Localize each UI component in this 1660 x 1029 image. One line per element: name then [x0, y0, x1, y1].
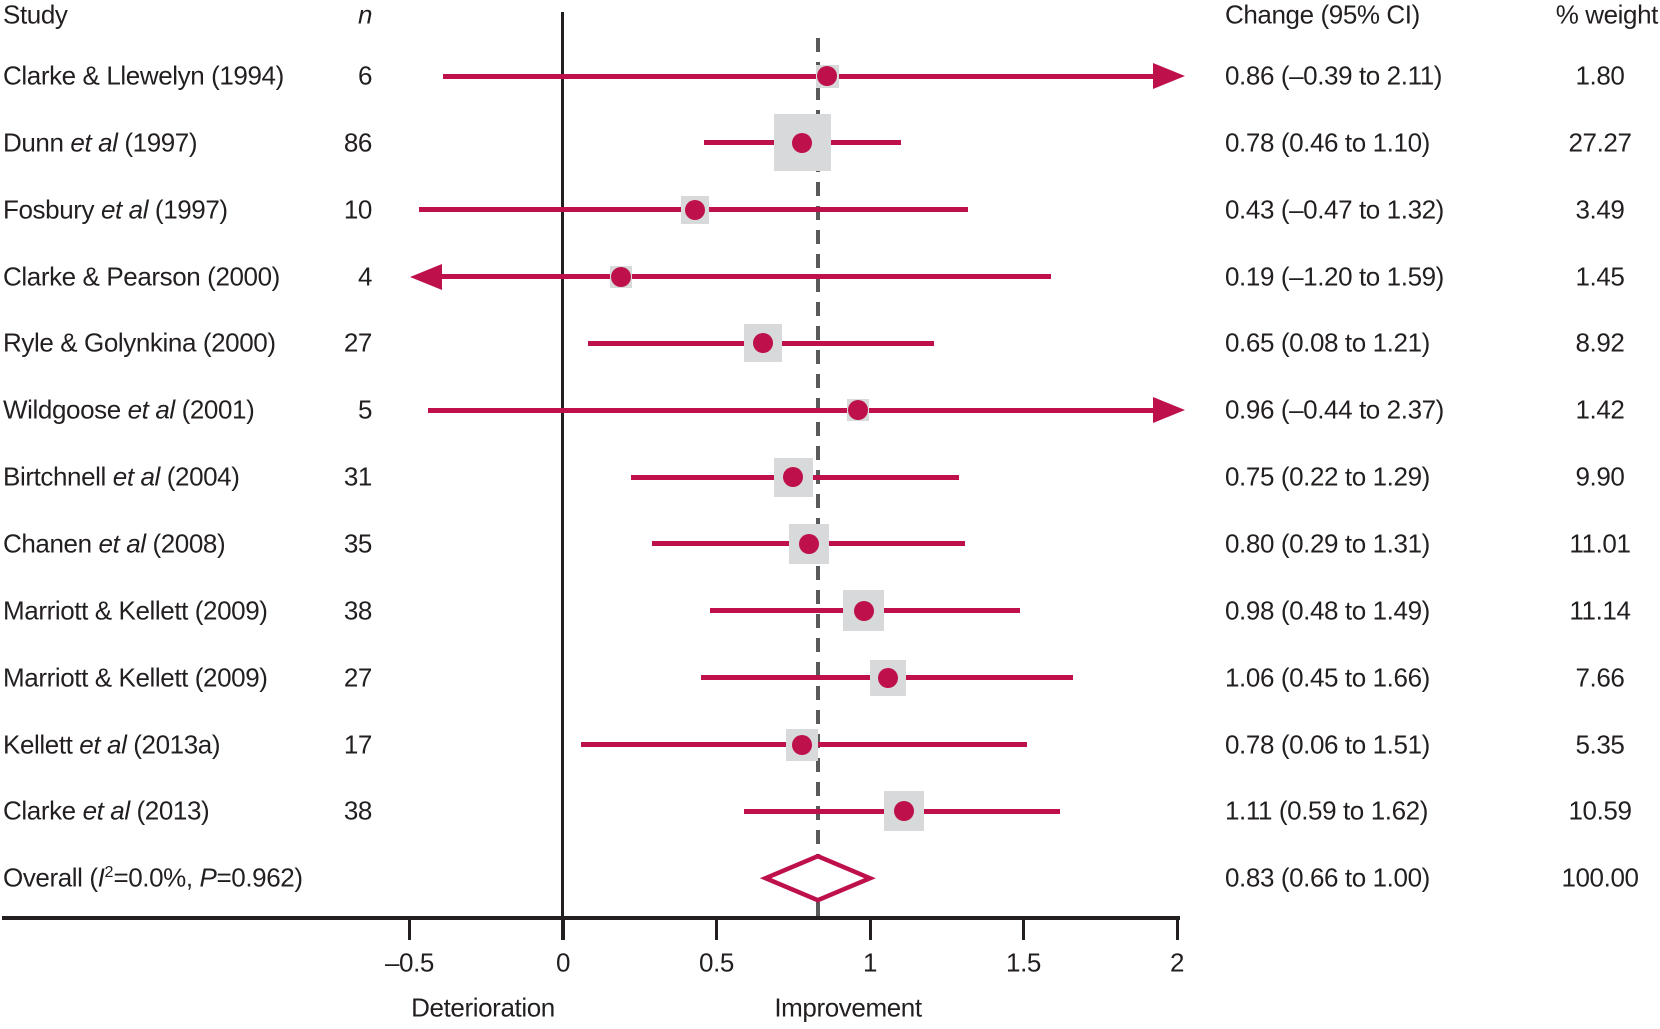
weight-value: 8.92 [1575, 327, 1625, 358]
weight-value: 11.14 [1569, 595, 1631, 626]
study-label: Dunn et al (1997) [3, 127, 198, 158]
study-label: Marriott & Kellett (2009) [3, 595, 268, 626]
x-axis-tick-label: 0.5 [699, 947, 734, 978]
study-n: 35 [343, 528, 373, 559]
weight-value: 7.66 [1575, 662, 1625, 693]
ci-text: 0.96 (–0.44 to 2.37) [1225, 394, 1444, 425]
ci-text: 0.19 (–1.20 to 1.59) [1225, 261, 1444, 292]
column-header-change: Change (95% CI) [1225, 0, 1420, 30]
point-estimate-dot [798, 533, 819, 554]
ci-text: 0.98 (0.48 to 1.49) [1225, 595, 1430, 626]
weight-value: 1.42 [1575, 394, 1625, 425]
ci-text: 0.43 (–0.47 to 1.32) [1225, 194, 1444, 225]
study-label: Clarke & Llewelyn (1994) [3, 60, 284, 91]
point-estimate-dot [853, 600, 874, 621]
ci-line [427, 407, 1154, 413]
ci-line [443, 73, 1154, 79]
weight-value: 27.27 [1568, 127, 1632, 158]
study-n: 27 [343, 327, 373, 358]
x-axis-tick-label: –0.5 [384, 947, 435, 978]
study-label: Chanen et al (2008) [3, 528, 226, 559]
x-axis-line [2, 916, 1180, 920]
study-label: Kellett et al (2013a) [3, 729, 221, 759]
study-label: Fosbury et al (1997) [3, 194, 228, 225]
overall-ci-text: 0.83 (0.66 to 1.00) [1225, 862, 1430, 893]
ci-text: 0.78 (0.46 to 1.10) [1225, 127, 1430, 158]
point-estimate-dot [878, 667, 899, 688]
study-label: Wildgoose et al (2001) [3, 394, 255, 425]
ci-clipped-right-arrow [1153, 63, 1186, 89]
overall-label: Overall (I2=0.0%, P=0.962) [3, 862, 303, 893]
x-axis-tick [408, 918, 411, 940]
x-axis-tick-label: 0 [555, 947, 571, 978]
point-estimate-dot [792, 132, 813, 153]
axis-caption-improvement: Improvement [774, 992, 922, 1023]
study-label: Marriott & Kellett (2009) [3, 662, 268, 693]
x-axis-tick [1175, 918, 1179, 940]
x-axis-tick-label: 1.5 [1006, 947, 1041, 978]
overall-weight-value: 100.00 [1561, 862, 1639, 893]
study-label: Ryle & Golynkina (2000) [3, 327, 276, 358]
ci-text: 0.75 (0.22 to 1.29) [1225, 461, 1430, 492]
weight-value: 11.01 [1569, 528, 1631, 559]
ci-text: 0.86 (–0.39 to 2.11) [1225, 60, 1443, 91]
point-estimate-dot [783, 467, 804, 488]
point-estimate-dot [792, 734, 813, 755]
study-n: 38 [343, 595, 373, 626]
ci-text: 1.06 (0.45 to 1.66) [1225, 662, 1430, 693]
point-estimate-dot [847, 400, 868, 421]
ci-text: 0.65 (0.08 to 1.21) [1225, 327, 1430, 358]
study-label: Birtchnell et al (2004) [3, 461, 240, 492]
study-n: 27 [343, 662, 373, 693]
ci-text: 0.78 (0.06 to 1.51) [1225, 729, 1430, 759]
study-n: 86 [343, 127, 373, 158]
x-axis-tick-label: 1 [862, 947, 878, 978]
x-axis-tick-label: 2 [1169, 947, 1185, 978]
ci-clipped-right-arrow [1153, 397, 1186, 424]
ci-text: 1.11 (0.59 to 1.62) [1225, 795, 1428, 826]
point-estimate-dot [685, 199, 705, 220]
x-axis-tick [868, 918, 872, 940]
point-estimate-dot [752, 333, 773, 354]
study-n: 5 [357, 394, 372, 425]
ci-text: 0.80 (0.29 to 1.31) [1225, 528, 1430, 559]
column-header-study: Study [3, 0, 68, 30]
study-n: 6 [357, 60, 372, 91]
study-n: 38 [343, 795, 373, 826]
weight-value: 10.59 [1568, 795, 1632, 826]
weight-value: 1.45 [1575, 261, 1625, 292]
study-n: 31 [343, 461, 373, 492]
axis-caption-deterioration: Deterioration [411, 992, 555, 1023]
study-label: Clarke & Pearson (2000) [3, 261, 280, 292]
weight-value: 9.90 [1575, 461, 1625, 492]
ci-line [439, 274, 1052, 280]
study-n: 4 [357, 261, 372, 292]
study-n: 10 [343, 194, 373, 225]
x-axis-tick [1022, 918, 1025, 940]
ci-clipped-left-arrow [409, 263, 442, 290]
weight-value: 1.80 [1575, 60, 1625, 91]
x-axis-tick [715, 918, 718, 940]
weight-value: 3.49 [1575, 194, 1625, 225]
point-estimate-dot [611, 266, 632, 287]
x-axis-tick [561, 918, 565, 940]
zero-reference-line [561, 12, 564, 940]
point-estimate-dot [817, 66, 838, 86]
study-label: Clarke et al (2013) [3, 795, 210, 826]
column-header-weight: % weight [1555, 0, 1659, 30]
column-header-n: n [357, 0, 372, 30]
study-n: 17 [343, 729, 373, 759]
point-estimate-dot [893, 801, 914, 822]
weight-value: 5.35 [1575, 729, 1625, 759]
